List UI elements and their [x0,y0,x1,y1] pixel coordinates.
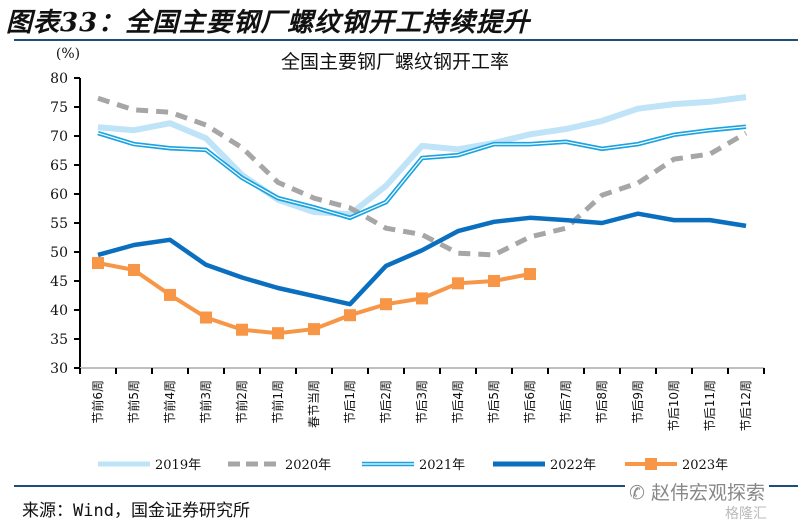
data-point-2023 [236,323,248,336]
figure-title: 图表33：全国主要钢厂螺纹钢开工持续提升 [6,8,531,38]
data-point-2023 [416,292,428,305]
legend-item: 2020年 [228,458,331,473]
data-point-2023 [344,309,356,322]
y-tick-label: 65 [50,158,68,174]
series-2023年 [92,257,536,340]
legend-item: 2021年 [362,458,465,473]
x-tick-label: 节后12周 [739,380,753,431]
y-axis-unit-label: (%) [56,46,80,62]
axes: 30 35 40 45 50 55 60 65 70 75 80 节前6周 节前5周 节前4周 节前3周 节前… [50,71,765,431]
y-tick-label: 80 [50,71,68,87]
y-tick-label: 35 [50,332,68,348]
x-tick-label: 节后3周 [415,380,429,424]
series-2021年 [97,124,747,221]
x-tick-label: 节后6周 [523,380,537,424]
legend-item: 2022年 [493,458,596,473]
series-line-2020 [97,95,748,258]
legend-label: 2019年 [155,458,201,473]
y-tick-label: 55 [50,216,68,232]
watermark-secondary: 格隆汇 [725,506,767,522]
series-line-2021 [97,124,747,221]
series-line-2022 [97,211,747,307]
data-point-2023 [380,298,392,311]
series-2022年 [97,211,747,307]
wechat-icon: ✆ [629,482,651,504]
legend-label: 2023年 [682,458,728,473]
x-tick-label: 节前6周 [90,380,105,424]
data-point-2023 [524,268,536,281]
data-point-2023 [92,257,104,270]
y-tick-label: 40 [50,303,68,319]
chart-title: 全国主要钢厂螺纹钢开工率 [281,51,509,73]
series-group [92,94,748,340]
y-tick-label: 70 [50,129,68,145]
x-tick-label: 节后1周 [343,380,357,424]
x-tick-label: 节后8周 [595,380,609,424]
x-tick-label: 节后10周 [667,380,681,431]
series-line-2019 [97,94,747,218]
data-point-2023 [488,275,500,287]
x-tick-label: 节后4周 [451,380,465,424]
legend-item: 2019年 [98,458,201,473]
legend-label: 2021年 [419,458,465,473]
data-point-2023 [164,288,176,301]
series-line-2021-inner [97,126,747,219]
source-note: 来源：Wind，国金证券研究所 [22,501,250,521]
series-2020年 [97,95,748,258]
data-point-2023 [272,327,284,340]
x-tick-label: 节后2周 [379,380,393,424]
top-divider [14,39,798,41]
legend-label: 2020年 [285,458,331,473]
series-2019年 [97,94,747,218]
x-tick-label: 节前2周 [234,380,249,424]
legend-marker [645,458,657,470]
watermark: ✆ 赵伟宏观探索 [625,478,769,505]
x-tick-label: 节前5周 [126,380,141,424]
y-tick-label: 75 [50,100,68,116]
data-point-2023 [200,311,212,324]
data-point-2023 [452,277,464,290]
x-tick-label: 节前1周 [270,380,285,424]
x-tick-label: 节后9周 [631,380,645,424]
x-tick-label: 节后11周 [703,380,717,431]
line-chart: 全国主要钢厂螺纹钢开工率 (%) 30 35 40 45 50 55 60 65 70 75 80 节… [50,46,765,473]
y-tick-label: 60 [50,187,68,203]
y-tick-label: 30 [50,361,68,377]
y-tick-label: 50 [50,245,68,261]
x-tick-label: 春节当周 [307,380,321,428]
x-tick-label: 节后7周 [559,380,573,424]
legend-label: 2022年 [550,458,596,473]
x-tick-label: 节前4周 [162,380,177,424]
x-tick-label: 节前3周 [198,380,213,424]
bottom-divider [14,485,798,487]
watermark-text: 赵伟宏观探索 [650,482,765,504]
data-point-2023 [128,263,140,276]
data-point-2023 [308,323,320,336]
y-tick-label: 45 [50,274,68,290]
legend: 2019年 2020年 2021年 2022年 2023年 [98,458,728,473]
legend-item: 2023年 [625,458,728,473]
x-tick-label: 节后5周 [487,380,501,424]
